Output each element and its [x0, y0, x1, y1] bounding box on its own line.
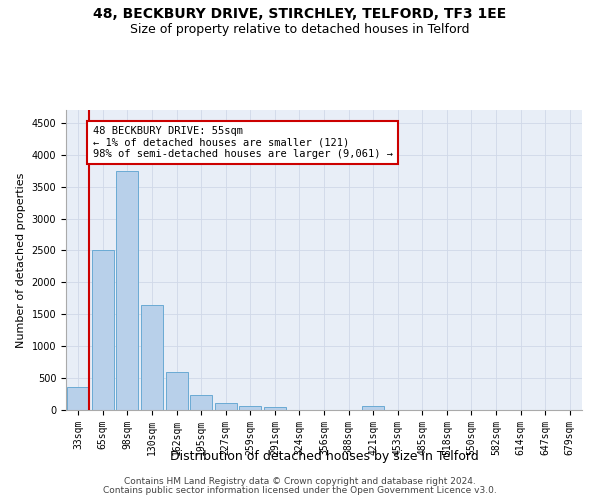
- Bar: [92, 250, 114, 410]
- Text: Contains public sector information licensed under the Open Government Licence v3: Contains public sector information licen…: [103, 486, 497, 495]
- Bar: [190, 394, 212, 410]
- Bar: [141, 306, 163, 410]
- Bar: [116, 170, 139, 410]
- Bar: [239, 406, 262, 410]
- Text: 48 BECKBURY DRIVE: 55sqm
← 1% of detached houses are smaller (121)
98% of semi-d: 48 BECKBURY DRIVE: 55sqm ← 1% of detache…: [92, 126, 392, 159]
- Bar: [67, 387, 89, 410]
- Bar: [362, 406, 384, 410]
- Bar: [264, 408, 286, 410]
- Text: 48, BECKBURY DRIVE, STIRCHLEY, TELFORD, TF3 1EE: 48, BECKBURY DRIVE, STIRCHLEY, TELFORD, …: [94, 8, 506, 22]
- Text: Distribution of detached houses by size in Telford: Distribution of detached houses by size …: [170, 450, 478, 463]
- Text: Contains HM Land Registry data © Crown copyright and database right 2024.: Contains HM Land Registry data © Crown c…: [124, 477, 476, 486]
- Bar: [215, 403, 237, 410]
- Y-axis label: Number of detached properties: Number of detached properties: [16, 172, 26, 348]
- Text: Size of property relative to detached houses in Telford: Size of property relative to detached ho…: [130, 22, 470, 36]
- Bar: [166, 372, 188, 410]
